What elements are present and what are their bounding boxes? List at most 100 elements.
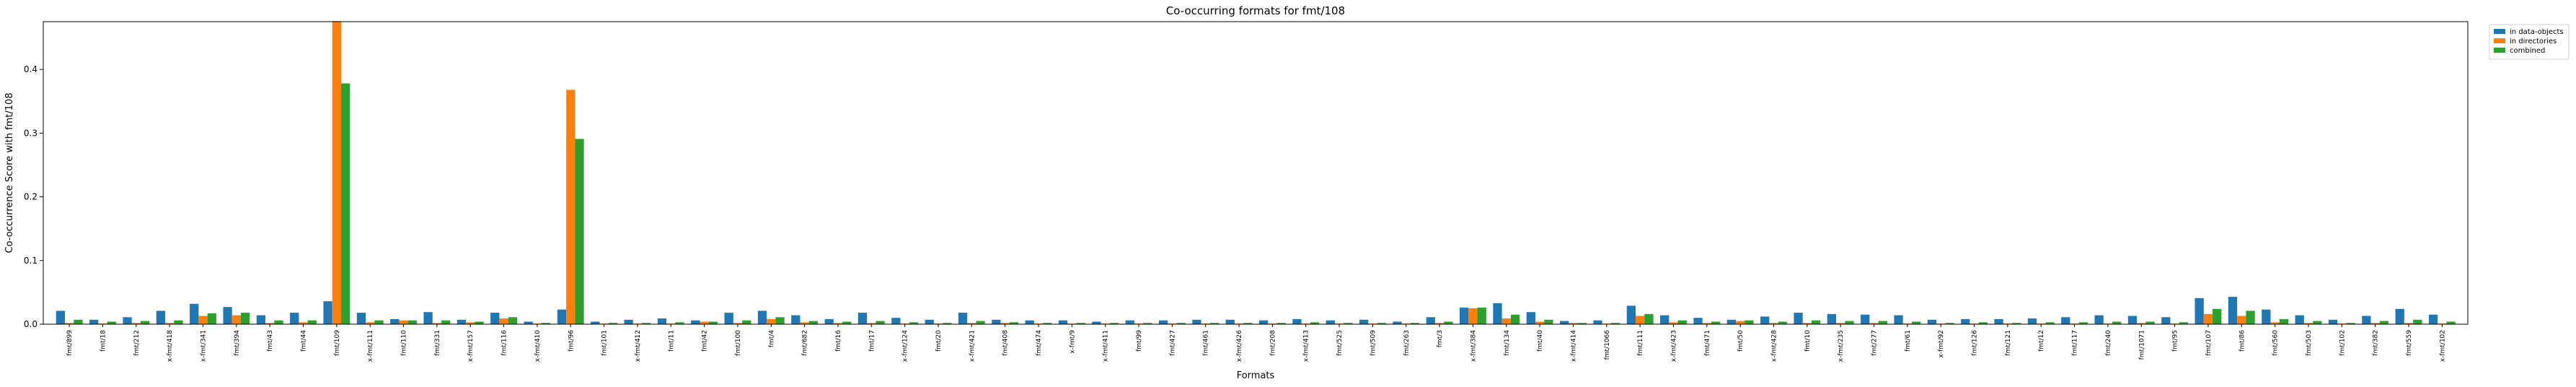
x-tick-label: x-fmt/410	[534, 330, 542, 362]
bar-combined-fmt-126	[1978, 322, 1988, 324]
bar-in-data-objects-fmt-208	[1258, 320, 1269, 324]
bar-combined-fmt-899	[74, 319, 83, 324]
x-tick-label: x-fmt/157	[467, 330, 475, 362]
bar-combined-x-fmt-92	[1945, 323, 1954, 324]
bar-in-data-objects-x-fmt-9	[1058, 320, 1068, 324]
x-tick-label: x-fmt/341	[200, 330, 208, 362]
bar-in-directories-fmt-96	[566, 90, 575, 324]
bar-in-data-objects-fmt-560	[2262, 309, 2271, 324]
bar-in-data-objects-fmt-331	[423, 312, 433, 324]
x-tick-label: fmt/1066	[1604, 330, 1611, 360]
bar-in-directories-x-fmt-423	[1669, 322, 1678, 324]
bar-in-data-objects-fmt-20	[925, 319, 934, 324]
x-tick-label: fmt/474	[1036, 330, 1043, 356]
bar-combined-fmt-99	[1143, 323, 1152, 324]
bar-in-directories-fmt-3	[1434, 323, 1444, 324]
bar-in-directories-fmt-50	[1736, 321, 1745, 324]
x-tick-label: x-fmt/92	[1938, 330, 1945, 358]
bar-in-data-objects-fmt-110	[390, 318, 400, 324]
bar-in-data-objects-fmt-899	[56, 310, 66, 324]
bar-combined-fmt-61	[1912, 321, 1921, 324]
bar-in-directories-fmt-471	[1702, 323, 1711, 324]
plot-frame	[43, 21, 2469, 325]
bar-in-directories-x-fmt-421	[967, 323, 976, 324]
bar-combined-x-fmt-157	[475, 321, 484, 324]
bar-combined-fmt-682	[808, 321, 819, 324]
x-tick-label: x-fmt/426	[1236, 330, 1243, 362]
bar-in-data-objects-fmt-461	[1192, 319, 1201, 324]
x-tick-label: fmt/509	[1369, 330, 1377, 356]
bar-in-data-objects-fmt-126	[1961, 318, 1970, 324]
bar-in-data-objects-fmt-16	[824, 318, 834, 324]
bar-in-data-objects-fmt-107	[2195, 297, 2204, 324]
x-tick-label: fmt/1071	[2138, 330, 2145, 360]
bar-combined-fmt-17	[875, 321, 885, 324]
bar-combined-fmt-240	[2112, 321, 2122, 324]
bar-in-data-objects-x-fmt-414	[1560, 321, 1569, 324]
bar-combined-fmt-525	[1344, 323, 1353, 324]
x-tick-label: x-fmt/102	[2439, 330, 2446, 362]
bar-in-directories-fmt-1071	[2137, 323, 2146, 324]
bar-in-directories-fmt-109	[332, 21, 342, 325]
y-tick-label: 0.4	[24, 64, 38, 74]
bar-combined-fmt-471	[1711, 321, 1721, 324]
x-tick-label: fmt/408	[1002, 330, 1010, 356]
bar-in-data-objects-x-fmt-418	[156, 310, 166, 324]
bar-in-data-objects-fmt-471	[1693, 318, 1703, 324]
bar-in-directories-fmt-16	[833, 323, 843, 324]
chart-title: Co-occurring formats for fmt/108	[1166, 4, 1345, 17]
bar-in-data-objects-fmt-102	[2328, 319, 2338, 324]
bar-in-data-objects-fmt-408	[992, 319, 1001, 324]
bar-in-data-objects-fmt-11	[657, 318, 667, 324]
bar-in-data-objects-x-fmt-235	[1827, 313, 1837, 324]
x-tick-label: fmt/461	[1203, 330, 1210, 356]
x-tick-label: fmt/208	[1269, 330, 1276, 356]
bar-combined-fmt-20	[943, 323, 952, 324]
x-tick-label: fmt/560	[2272, 330, 2280, 356]
x-tick-label: fmt/10	[1804, 330, 1812, 352]
bar-in-directories-fmt-408	[1000, 323, 1010, 324]
bar-combined-x-fmt-423	[1677, 320, 1687, 324]
x-tick-label: fmt/126	[1972, 330, 1979, 356]
bar-in-directories-fmt-17	[867, 323, 876, 324]
x-tick-label: fmt/394	[234, 330, 241, 356]
y-axis: 0.0 0.1 0.2 0.3 0.4	[24, 64, 43, 329]
y-axis-label: Co-occurrence Score with fmt/108	[4, 92, 15, 253]
bar-in-data-objects-fmt-682	[791, 315, 800, 324]
bar-combined-fmt-427	[1176, 323, 1186, 324]
bar-combined-fmt-12	[2045, 322, 2055, 324]
bar-combined-x-fmt-341	[207, 313, 216, 324]
x-tick-label: fmt/50	[1737, 330, 1744, 352]
x-tick-label: fmt/899	[66, 330, 74, 356]
bar-combined-x-fmt-414	[1577, 323, 1587, 324]
bar-in-data-objects-fmt-117	[2061, 317, 2070, 324]
bar-in-data-objects-fmt-100	[724, 313, 733, 324]
bar-combined-x-fmt-102	[2446, 321, 2456, 324]
x-tick-label: fmt/110	[401, 330, 408, 356]
bar-in-directories-fmt-394	[231, 315, 241, 324]
bar-in-data-objects-fmt-116	[490, 313, 500, 324]
x-tick-label: fmt/42	[702, 330, 709, 352]
bar-in-directories-fmt-110	[399, 320, 408, 324]
bar-in-data-objects-fmt-503	[2295, 315, 2304, 324]
bar-combined-fmt-96	[575, 139, 584, 324]
bar-combined-x-fmt-426	[1243, 323, 1253, 324]
bar-in-data-objects-x-fmt-410	[524, 321, 533, 324]
x-tick-label: x-fmt/423	[1670, 330, 1677, 362]
bar-in-directories-fmt-682	[800, 322, 809, 324]
bar-combined-fmt-4	[775, 317, 785, 324]
x-tick-label: fmt/382	[2373, 330, 2380, 356]
x-tick-label: fmt/471	[1704, 330, 1711, 356]
bar-in-data-objects-fmt-134	[1493, 303, 1502, 324]
x-tick-label: fmt/240	[2105, 330, 2112, 356]
bar-in-directories-x-fmt-428	[1769, 323, 1778, 324]
x-tick-label: fmt/101	[601, 330, 609, 356]
bar-combined-fmt-208	[1276, 323, 1286, 324]
x-tick-label: x-fmt/124	[902, 330, 909, 362]
bar-combined-fmt-111	[1644, 313, 1654, 324]
bar-in-data-objects-fmt-240	[2094, 315, 2104, 324]
x-tick-label: x-fmt/412	[635, 330, 642, 362]
bar-combined-fmt-382	[2379, 321, 2389, 324]
bar-in-directories-fmt-503	[2303, 323, 2313, 324]
bar-combined-fmt-100	[742, 320, 751, 324]
